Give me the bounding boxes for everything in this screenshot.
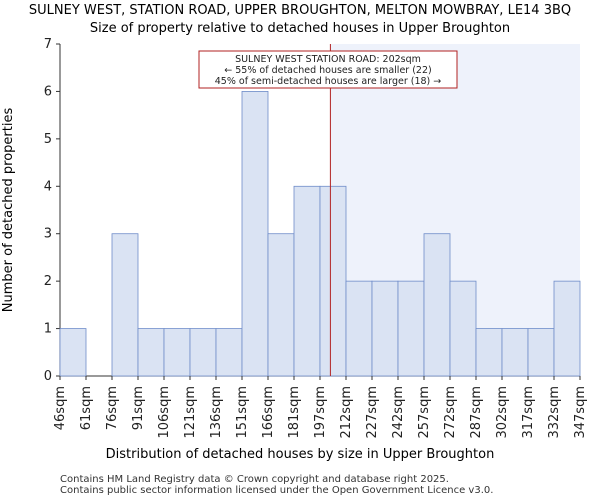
histogram-bar	[111, 233, 139, 377]
histogram-bar	[59, 328, 87, 377]
x-tick-label: 227sqm	[365, 386, 380, 439]
x-tick-label: 317sqm	[521, 386, 536, 439]
x-axis-label: Distribution of detached houses by size …	[106, 447, 495, 462]
x-tick-label: 257sqm	[417, 386, 432, 439]
x-tick-label: 212sqm	[339, 386, 354, 439]
x-tick-label: 347sqm	[573, 386, 588, 439]
y-tick-label: 5	[44, 132, 52, 147]
x-tick-label: 151sqm	[235, 386, 250, 439]
annotation-larger: 45% of semi-detached houses are larger (…	[215, 76, 442, 87]
y-tick-label: 1	[44, 322, 52, 337]
x-tick-label: 242sqm	[391, 386, 406, 439]
histogram-bar	[163, 328, 191, 377]
x-tick-label: 272sqm	[443, 386, 458, 439]
y-tick-label: 2	[44, 274, 52, 289]
histogram-bar	[449, 280, 477, 377]
x-tick-label: 136sqm	[209, 386, 224, 439]
y-axis-label: Number of detached properties	[1, 108, 16, 313]
histogram-bar	[319, 185, 347, 377]
plot-area: 0 1 2 3 4 5 6 7 46sqm 61sqm 76sqm 91sqm 106sqm 121sqm…	[44, 37, 588, 439]
histogram-bar	[267, 233, 295, 377]
histogram-bar	[189, 328, 217, 377]
histogram-bar	[345, 280, 373, 377]
x-tick-label: 91sqm	[131, 386, 146, 430]
histogram-bar	[215, 328, 243, 377]
x-tick-label: 332sqm	[547, 386, 562, 439]
y-tick-label: 4	[44, 179, 52, 194]
y-tick-label: 7	[44, 37, 52, 52]
histogram-bar	[423, 233, 451, 377]
histogram-bar	[475, 328, 503, 377]
footer-licence: Contains public sector information licen…	[60, 485, 494, 496]
histogram-bar	[371, 280, 399, 377]
histogram-bar	[527, 328, 555, 377]
footer-copyright: Contains HM Land Registry data © Crown c…	[60, 474, 449, 485]
x-tick-label: 121sqm	[183, 386, 198, 439]
annotation-box	[198, 50, 458, 89]
chart-subtitle: Size of property relative to detached ho…	[90, 21, 510, 36]
chart-title: SULNEY WEST, STATION ROAD, UPPER BROUGHT…	[29, 3, 571, 18]
histogram-bar	[501, 328, 529, 377]
histogram-bar	[293, 185, 321, 377]
histogram-bar	[397, 280, 425, 377]
annotation-title: SULNEY WEST STATION ROAD: 202sqm	[235, 54, 421, 65]
x-tick-label: 287sqm	[469, 386, 484, 439]
x-tick-label: 181sqm	[287, 386, 302, 439]
x-tick-label: 166sqm	[261, 386, 276, 439]
y-tick-label: 0	[44, 369, 52, 384]
x-tick-label: 302sqm	[495, 386, 510, 439]
annotation-smaller: ← 55% of detached houses are smaller (22…	[224, 65, 431, 76]
x-tick-label: 106sqm	[157, 386, 172, 439]
x-tick-label: 197sqm	[313, 386, 328, 439]
y-tick-label: 3	[44, 227, 52, 242]
x-tick-label: 46sqm	[53, 386, 68, 430]
x-tick-label: 76sqm	[105, 386, 120, 430]
histogram-bar	[137, 328, 165, 377]
x-tick-label: 61sqm	[79, 386, 94, 430]
histogram-bar	[241, 91, 269, 377]
histogram-chart: SULNEY WEST, STATION ROAD, UPPER BROUGHT…	[1, 3, 588, 462]
y-tick-label: 6	[44, 84, 52, 99]
histogram-bar	[553, 280, 581, 377]
